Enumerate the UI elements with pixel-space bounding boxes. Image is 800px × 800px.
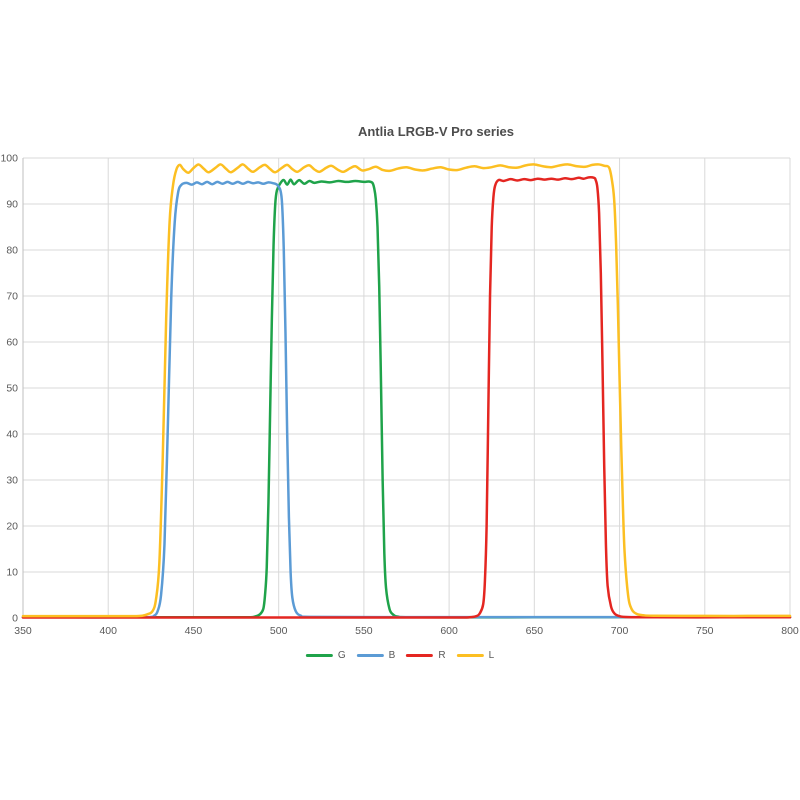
x-tick-label-350: 350 xyxy=(14,625,32,637)
x-tick-label-650: 650 xyxy=(526,625,544,637)
y-tick-label-40: 40 xyxy=(6,429,18,441)
x-tick-label-700: 700 xyxy=(611,625,629,637)
x-tick-label-600: 600 xyxy=(440,625,458,637)
legend-item-l: L xyxy=(456,650,495,661)
legend-item-g: G xyxy=(305,650,346,661)
x-tick-label-400: 400 xyxy=(99,625,117,637)
x-tick-label-750: 750 xyxy=(696,625,714,637)
y-tick-label-10: 10 xyxy=(6,567,18,579)
y-tick-label-70: 70 xyxy=(6,291,18,303)
legend-item-r: R xyxy=(406,650,446,661)
legend-label-r: R xyxy=(438,650,446,661)
legend-label-g: G xyxy=(337,650,346,661)
x-tick-label-800: 800 xyxy=(781,625,799,637)
x-tick-label-450: 450 xyxy=(185,625,203,637)
y-tick-label-20: 20 xyxy=(6,521,18,533)
legend-swatch-b xyxy=(356,654,384,657)
series-curve-R xyxy=(21,176,792,619)
legend-label-l: L xyxy=(488,650,495,661)
y-tick-label-80: 80 xyxy=(6,245,18,257)
series-curve-L xyxy=(21,163,792,618)
legend-swatch-l xyxy=(456,654,484,657)
y-tick-label-90: 90 xyxy=(6,199,18,211)
legend-item-b: B xyxy=(356,650,396,661)
y-tick-label-60: 60 xyxy=(6,337,18,349)
x-tick-label-500: 500 xyxy=(270,625,288,637)
series-curve-B xyxy=(21,180,792,619)
y-tick-label-30: 30 xyxy=(6,475,18,487)
legend-swatch-g xyxy=(305,654,333,657)
legend-swatch-r xyxy=(406,654,434,657)
y-tick-label-0: 0 xyxy=(12,613,18,625)
x-tick-label-550: 550 xyxy=(355,625,373,637)
legend-label-b: B xyxy=(388,650,396,661)
series-curve-G xyxy=(21,178,792,619)
legend: G B R L xyxy=(305,650,495,661)
y-tick-label-50: 50 xyxy=(6,383,18,395)
y-tick-label-100: 100 xyxy=(0,153,18,165)
chart-title: Antlia LRGB-V Pro series xyxy=(357,124,515,139)
